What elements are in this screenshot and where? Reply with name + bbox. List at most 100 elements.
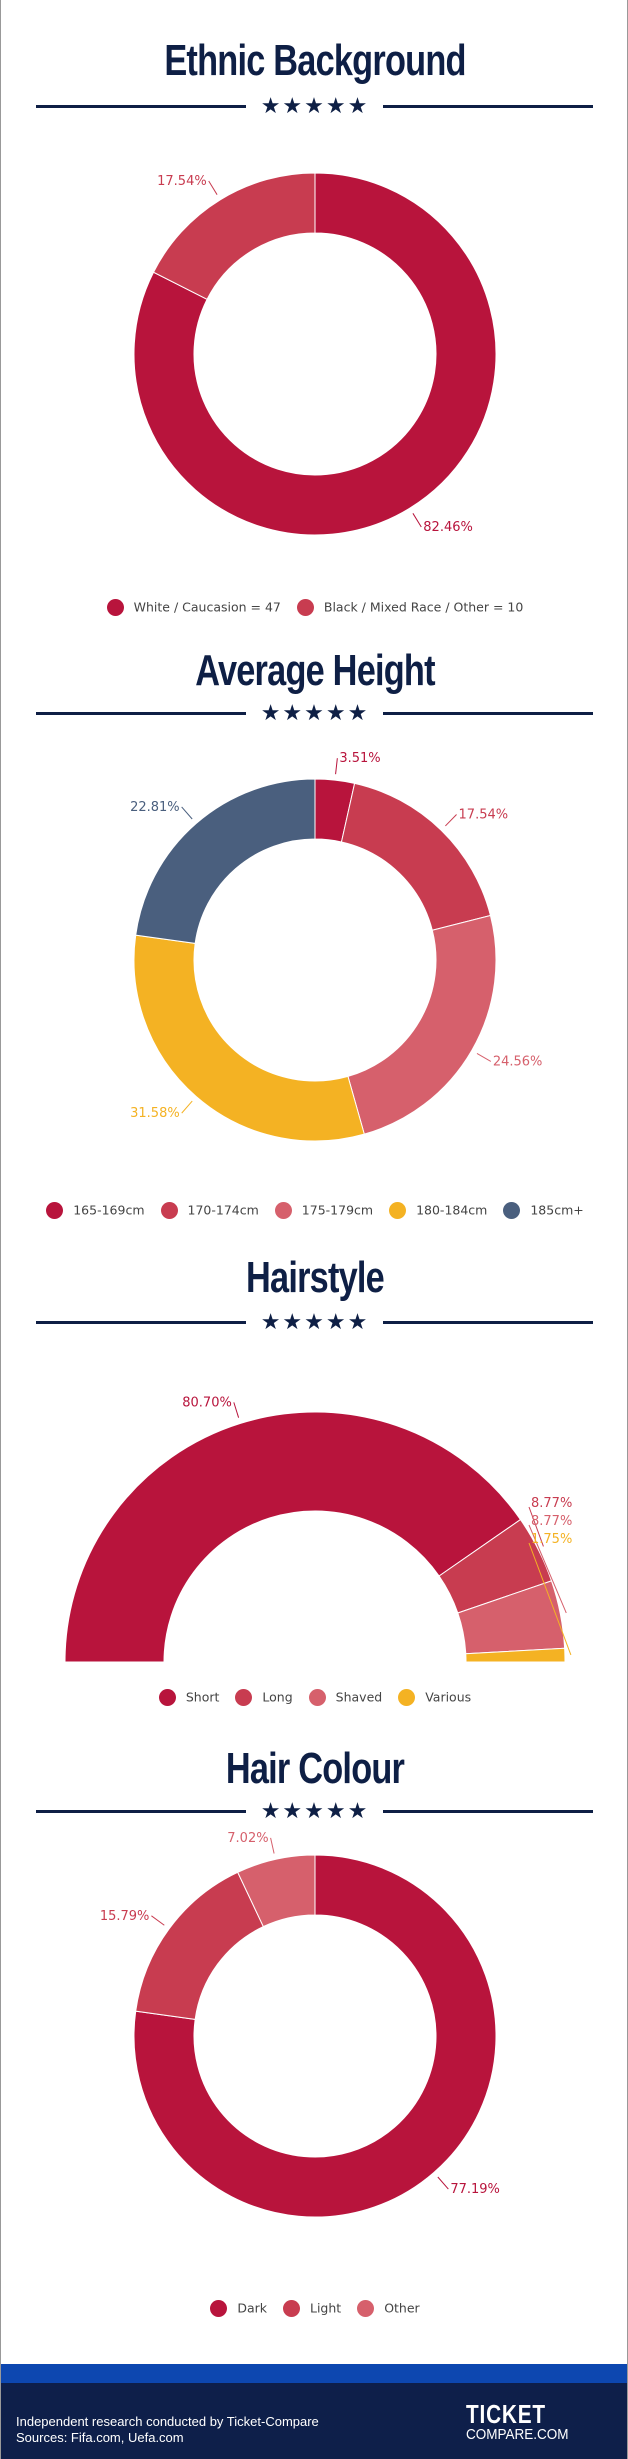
slice-black-mixed-race-other-10[interactable]: [152, 172, 316, 301]
legend-swatch-icon: [357, 2300, 375, 2317]
leader-line: [445, 814, 457, 827]
legend-swatch-icon: [308, 1689, 326, 1706]
legend-item[interactable]: Other: [357, 2298, 420, 2319]
data-label: 8.77%: [531, 1514, 572, 1529]
leader-line: [181, 806, 193, 820]
slice-dark[interactable]: [133, 1854, 497, 2218]
divider-line: [383, 712, 593, 715]
research-credit: Independent research conducted by Ticket…: [16, 2414, 319, 2429]
leader-line: [208, 180, 218, 195]
stars-icon: ★★★★★: [260, 1309, 370, 1334]
leader-line: [335, 758, 338, 775]
legend-item[interactable]: Short: [158, 1687, 219, 1708]
logo-line1: TICKET: [466, 2399, 546, 2429]
slice-short[interactable]: [64, 1411, 522, 1663]
leader-line: [181, 1100, 193, 1114]
legend-label: 175-179cm: [301, 1202, 374, 1218]
data-label: 80.70%: [182, 1395, 232, 1410]
donut-chart: 82.46% 17.54%: [133, 172, 497, 536]
slice-white-caucasion-47[interactable]: [133, 172, 497, 536]
slice-light[interactable]: [135, 1871, 265, 2020]
leader-line: [528, 1524, 567, 1614]
legend-swatch-icon: [274, 1202, 292, 1219]
legend-item[interactable]: 175-179cm: [274, 1200, 374, 1221]
data-label: 77.19%: [450, 2182, 500, 2197]
leader-line: [151, 1915, 165, 1926]
stars-icon: ★★★★★: [260, 93, 370, 118]
legend-item[interactable]: 170-174cm: [160, 1200, 259, 1221]
logo-line2: COMPARE.COM: [466, 2426, 569, 2443]
divider-line: [36, 1321, 246, 1324]
legend-item[interactable]: Light: [282, 2298, 342, 2319]
legend-swatch-icon: [503, 1202, 521, 1219]
data-label: 8.77%: [531, 1496, 572, 1511]
leader-line: [412, 513, 422, 528]
slice-various[interactable]: [465, 1647, 566, 1663]
data-label: 7.02%: [227, 1831, 268, 1846]
slice-180-184cm[interactable]: [133, 934, 365, 1142]
divider-line: [36, 712, 246, 715]
legend-swatch-icon: [389, 1202, 407, 1219]
legend-item[interactable]: 165-169cm: [46, 1200, 145, 1221]
legend-label: Long: [262, 1689, 293, 1705]
legend-label: Other: [384, 2300, 420, 2316]
legend-swatch-icon: [210, 2300, 228, 2317]
legend-item[interactable]: Long: [235, 1687, 293, 1708]
donut-chart: 3.51% 17.54% 24.56% 31.58% 22.81%: [130, 751, 543, 1142]
legend-item[interactable]: Black / Mixed Race / Other = 10: [296, 597, 524, 618]
legend-label: White / Caucasion = 47: [133, 599, 281, 615]
leader-line: [437, 2176, 449, 2190]
legend-swatch-icon: [398, 1689, 416, 1706]
sources-credit: Sources: Fifa.com, Uefa.com: [16, 2430, 184, 2445]
stars-icon: ★★★★★: [260, 700, 370, 725]
section-title: Average Height: [195, 646, 435, 695]
data-label: 1.75%: [531, 1532, 572, 1547]
footer: Independent research conducted by Ticket…: [1, 2383, 627, 2459]
legend-item[interactable]: 185cm+: [503, 1200, 584, 1221]
data-label: 17.54%: [157, 174, 207, 189]
data-label: 24.56%: [493, 1054, 543, 1069]
legend: Dark Light Other: [1, 2298, 627, 2319]
legend-swatch-icon: [296, 599, 314, 616]
footer-accent-band: [1, 2364, 627, 2383]
legend-label: Dark: [237, 2300, 267, 2316]
legend-item[interactable]: Shaved: [308, 1687, 383, 1708]
footer-credits: Independent research conducted by Ticket…: [16, 2414, 319, 2446]
divider-line: [383, 105, 593, 108]
legend: Short Long Shaved Various: [1, 1687, 627, 1708]
legend-swatch-icon: [282, 2300, 300, 2317]
legend-swatch-icon: [158, 1689, 176, 1706]
legend-label: Shaved: [335, 1689, 383, 1705]
legend-item[interactable]: Various: [398, 1687, 471, 1708]
data-label: 15.79%: [100, 1909, 150, 1924]
slice-185cm-[interactable]: [135, 778, 316, 944]
data-label: 22.81%: [130, 800, 180, 815]
legend-swatch-icon: [106, 599, 124, 616]
legend-label: Light: [309, 2300, 342, 2316]
donut-chart: 80.70% 8.77% 8.77% 1.75%: [64, 1395, 572, 1663]
legend-swatch-icon: [46, 1202, 64, 1219]
section-title: Hair Colour: [225, 1744, 405, 1793]
section-title: Hairstyle: [246, 1253, 385, 1302]
section-title: Ethnic Background: [164, 36, 466, 85]
slice-175-179cm[interactable]: [347, 914, 497, 1135]
slice-other[interactable]: [237, 1854, 316, 1928]
legend-item[interactable]: White / Caucasion = 47: [106, 597, 281, 618]
divider-line: [383, 1321, 593, 1324]
legend-label: 185cm+: [530, 1202, 584, 1218]
legend-swatch-icon: [160, 1202, 178, 1219]
divider-line: [36, 105, 246, 108]
legend-label: Black / Mixed Race / Other = 10: [323, 599, 524, 615]
legend: White / Caucasion = 47 Black / Mixed Race…: [1, 597, 627, 618]
legend-item[interactable]: 180-184cm: [389, 1200, 487, 1221]
legend-item[interactable]: Dark: [210, 2298, 267, 2319]
legend-label: 170-174cm: [187, 1202, 259, 1218]
leader-line: [233, 1402, 240, 1418]
donut-chart: 77.19% 15.79% 7.02%: [100, 1831, 500, 2218]
data-label: 3.51%: [339, 751, 380, 766]
slice-170-174cm[interactable]: [340, 782, 492, 931]
divider-line: [383, 1810, 593, 1813]
legend-label: Various: [425, 1689, 472, 1705]
ticket-compare-logo[interactable]: TICKET COMPARE.COM: [466, 2401, 580, 2443]
